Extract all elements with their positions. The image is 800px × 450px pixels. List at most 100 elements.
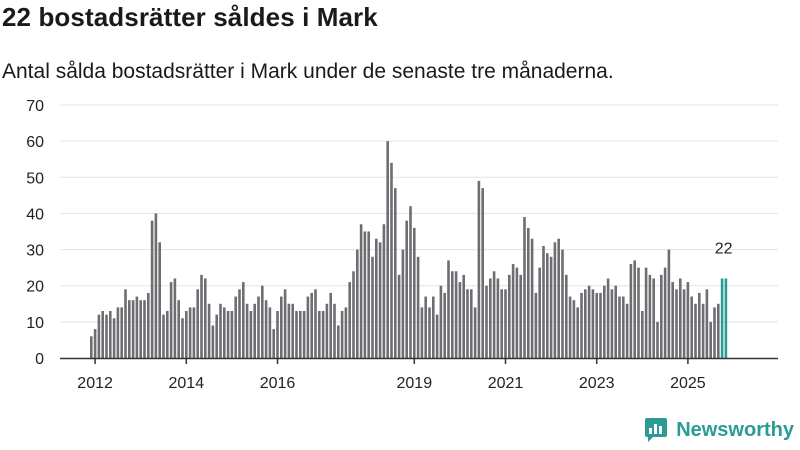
bar [192, 307, 196, 358]
bar [283, 289, 287, 358]
bar [196, 289, 199, 358]
bar [466, 289, 469, 358]
bar [245, 303, 249, 358]
brand-name: Newsworthy [676, 418, 794, 441]
bar [462, 274, 465, 358]
bar [565, 274, 568, 358]
bar [489, 278, 492, 358]
bar [576, 307, 579, 358]
bar [352, 271, 355, 358]
bar [622, 296, 625, 358]
bar [131, 300, 135, 358]
bar [587, 285, 591, 358]
bar [435, 314, 439, 358]
bar [538, 267, 541, 358]
bar [458, 282, 462, 358]
bar [534, 292, 538, 358]
bar [112, 318, 116, 358]
bar [375, 238, 378, 358]
bar [356, 249, 359, 358]
bar [135, 296, 139, 358]
bar [519, 274, 522, 358]
bar [310, 292, 313, 358]
bar [705, 289, 709, 358]
bar [603, 285, 606, 358]
bar [219, 303, 222, 358]
bar [549, 256, 553, 358]
x-tick-label: 2023 [579, 375, 615, 392]
bar [492, 271, 496, 358]
x-tick-label: 2012 [77, 375, 113, 392]
y-tick-label: 50 [26, 170, 44, 187]
bar [405, 220, 408, 358]
bar [508, 274, 511, 358]
bar [652, 278, 655, 358]
bar [291, 303, 294, 358]
bar [264, 300, 268, 358]
bar [682, 289, 686, 358]
bar [344, 307, 348, 358]
bar [580, 292, 583, 358]
bar [671, 282, 674, 358]
bar [226, 311, 230, 358]
bar [614, 285, 617, 358]
bar [595, 292, 598, 358]
bar [299, 311, 302, 358]
bar [90, 336, 93, 358]
bar [633, 260, 636, 358]
bar [200, 274, 203, 358]
bar [568, 296, 572, 358]
bar [557, 238, 560, 358]
bar [648, 274, 652, 358]
bar [143, 300, 146, 358]
bar [215, 314, 218, 358]
bar [318, 311, 321, 358]
chart-title: 22 bostadsrätter såldes i Mark [2, 2, 378, 32]
bar [321, 311, 325, 358]
bar [432, 296, 435, 358]
bar [690, 296, 693, 358]
bar [473, 307, 477, 358]
bar [128, 300, 131, 358]
bar [333, 303, 336, 358]
bar [500, 289, 503, 358]
bar [238, 289, 241, 358]
bar [223, 307, 226, 358]
y-tick-label: 30 [26, 243, 44, 260]
bar [447, 260, 450, 358]
bar [382, 224, 386, 358]
bar [162, 314, 165, 358]
bar [314, 289, 317, 358]
bar [116, 307, 120, 358]
bar [249, 311, 253, 358]
bar [625, 303, 629, 358]
bar [276, 311, 279, 358]
bar [485, 285, 488, 358]
bar [230, 311, 234, 358]
bar [371, 256, 374, 358]
bar [105, 314, 108, 358]
bar [363, 231, 367, 358]
bar [527, 227, 530, 358]
bar [120, 307, 123, 358]
bar [694, 303, 697, 358]
bar [261, 285, 264, 358]
bar [268, 307, 272, 358]
bar [546, 253, 549, 358]
y-tick-label: 40 [26, 206, 44, 223]
bar [306, 296, 310, 358]
bar [413, 227, 416, 358]
bar [439, 285, 443, 358]
bar [409, 206, 412, 358]
bar [416, 256, 420, 358]
bar [553, 242, 557, 358]
bar [660, 274, 663, 358]
bar [720, 278, 724, 358]
bar [451, 271, 454, 358]
bar [325, 303, 329, 358]
bar [397, 274, 401, 358]
x-tick-label: 2021 [488, 375, 524, 392]
bar [470, 289, 473, 358]
bar [185, 311, 188, 358]
